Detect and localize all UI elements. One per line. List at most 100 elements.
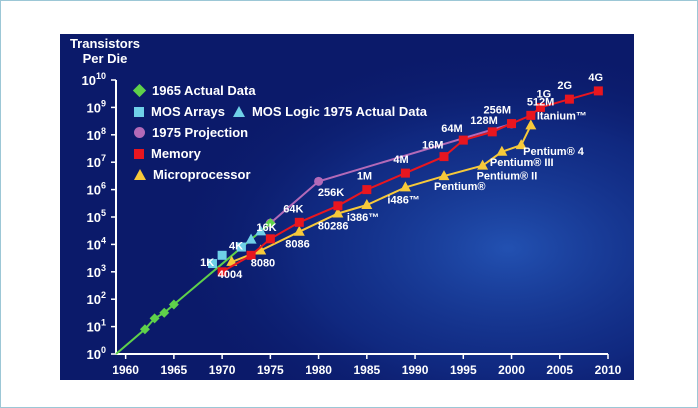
data-label: 1G bbox=[536, 88, 551, 100]
x-tick-label: 1995 bbox=[450, 363, 477, 377]
data-point bbox=[314, 176, 324, 186]
data-label: 16M bbox=[422, 140, 443, 152]
triangle-marker-icon bbox=[134, 169, 146, 180]
data-label: 16K bbox=[256, 222, 276, 234]
data-label: 1K bbox=[200, 257, 214, 269]
data-label: i486™ bbox=[387, 194, 419, 206]
y-tick-label: 101 bbox=[87, 318, 106, 335]
data-point bbox=[400, 168, 410, 178]
series-line bbox=[115, 222, 272, 355]
chart-bg-glow bbox=[60, 34, 634, 380]
data-label: Pentium® 4 bbox=[523, 146, 585, 158]
data-label: 512M bbox=[527, 96, 555, 108]
data-label: 64M bbox=[441, 123, 462, 135]
data-label: 4M bbox=[393, 154, 408, 166]
data-point bbox=[139, 324, 150, 335]
data-label: 8086 bbox=[285, 239, 309, 251]
data-label: 1M bbox=[357, 171, 372, 183]
square-marker-icon bbox=[134, 148, 144, 159]
data-point bbox=[526, 110, 536, 120]
data-label: 8080 bbox=[251, 257, 275, 269]
legend-item-microprocessor: Microprocessor bbox=[134, 164, 464, 185]
y-tick-label: 1010 bbox=[82, 71, 106, 88]
x-tick-label: 1980 bbox=[305, 363, 332, 377]
data-point bbox=[361, 198, 373, 209]
legend-label: MOS Arrays bbox=[151, 104, 225, 119]
data-label: 64K bbox=[283, 203, 303, 215]
data-point bbox=[332, 207, 344, 218]
legend-item-mos: MOS Arrays MOS Logic 1975 Actual Data bbox=[134, 101, 464, 122]
data-point bbox=[507, 119, 517, 129]
legend-item-1965-actual: 1965 Actual Data bbox=[132, 80, 464, 101]
data-point bbox=[564, 94, 574, 104]
data-label: Pentium® bbox=[434, 181, 486, 193]
data-point bbox=[217, 250, 227, 260]
legend-item-1975-projection: 1975 Projection bbox=[134, 122, 464, 143]
y-axis-title: Transistors Per Die bbox=[69, 36, 141, 66]
diamond-marker-icon bbox=[132, 83, 147, 98]
data-label: 256K bbox=[318, 187, 344, 199]
data-label: 4G bbox=[588, 72, 603, 84]
data-label: 4004 bbox=[218, 269, 243, 281]
legend-label: Memory bbox=[151, 146, 201, 161]
chart-canvas: 1960 1965 1970 1975 1980 1985 1990 1995 2000 2005… bbox=[60, 34, 634, 380]
data-point bbox=[438, 170, 450, 181]
y-tick-label: 107 bbox=[87, 153, 106, 170]
legend-label: Microprocessor bbox=[153, 167, 251, 182]
data-point bbox=[217, 267, 227, 277]
legend-label: 1965 Actual Data bbox=[152, 83, 256, 98]
legend-label: MOS Logic 1975 Actual Data bbox=[251, 104, 428, 119]
data-point bbox=[246, 250, 256, 260]
data-point bbox=[207, 259, 217, 269]
x-tick-label: 1965 bbox=[161, 363, 188, 377]
data-point bbox=[159, 307, 170, 318]
data-label: 80286 bbox=[318, 221, 349, 233]
data-point bbox=[515, 139, 527, 150]
data-point bbox=[226, 255, 238, 266]
x-tick-label: 1990 bbox=[402, 363, 429, 377]
data-label: Pentium® II bbox=[477, 171, 538, 183]
data-label: i386™ bbox=[347, 212, 379, 224]
legend-label: 1975 Projection bbox=[152, 125, 249, 140]
data-point bbox=[294, 217, 304, 227]
legend-item-memory: Memory bbox=[134, 143, 464, 164]
data-point bbox=[439, 152, 449, 162]
y-tick-label: 103 bbox=[87, 263, 106, 280]
y-tick-label: 104 bbox=[87, 235, 106, 252]
data-label: Pentium® III bbox=[490, 157, 554, 169]
y-tick-label: 102 bbox=[87, 290, 106, 307]
data-label: 2G bbox=[557, 80, 572, 92]
data-point bbox=[265, 218, 276, 229]
data-point bbox=[535, 102, 545, 112]
data-label: 4K bbox=[229, 240, 243, 252]
data-point bbox=[399, 181, 411, 192]
x-tick-label: 2005 bbox=[546, 363, 573, 377]
y-tick-label: 106 bbox=[87, 181, 106, 198]
y-tick-label: 108 bbox=[87, 126, 106, 143]
data-point bbox=[593, 86, 603, 96]
axes-group: 1960 1965 1970 1975 1980 1985 1990 1995 2000 2005… bbox=[82, 71, 622, 377]
data-point bbox=[293, 225, 305, 236]
data-point bbox=[477, 159, 489, 170]
data-point bbox=[265, 234, 275, 244]
y-tick-label: 105 bbox=[87, 208, 106, 225]
y-tick-label: 100 bbox=[87, 345, 106, 362]
data-point bbox=[333, 201, 343, 211]
x-tick-label: 2010 bbox=[595, 363, 622, 377]
x-tick-label: 1975 bbox=[257, 363, 284, 377]
data-label: Itanium™ bbox=[537, 110, 587, 122]
data-label: 256M bbox=[484, 105, 512, 117]
triangle-marker-icon bbox=[232, 106, 245, 117]
data-point bbox=[255, 244, 267, 255]
data-point bbox=[255, 225, 267, 236]
data-point bbox=[149, 313, 160, 324]
legend: 1965 Actual Data MOS Arrays MOS Logic 19… bbox=[132, 80, 464, 185]
series-group bbox=[115, 86, 603, 355]
data-point bbox=[168, 299, 179, 310]
data-point bbox=[496, 145, 508, 156]
x-tick-label: 1970 bbox=[209, 363, 236, 377]
x-tick-label: 1960 bbox=[112, 363, 139, 377]
data-point bbox=[245, 233, 257, 244]
x-tick-label: 1985 bbox=[353, 363, 380, 377]
